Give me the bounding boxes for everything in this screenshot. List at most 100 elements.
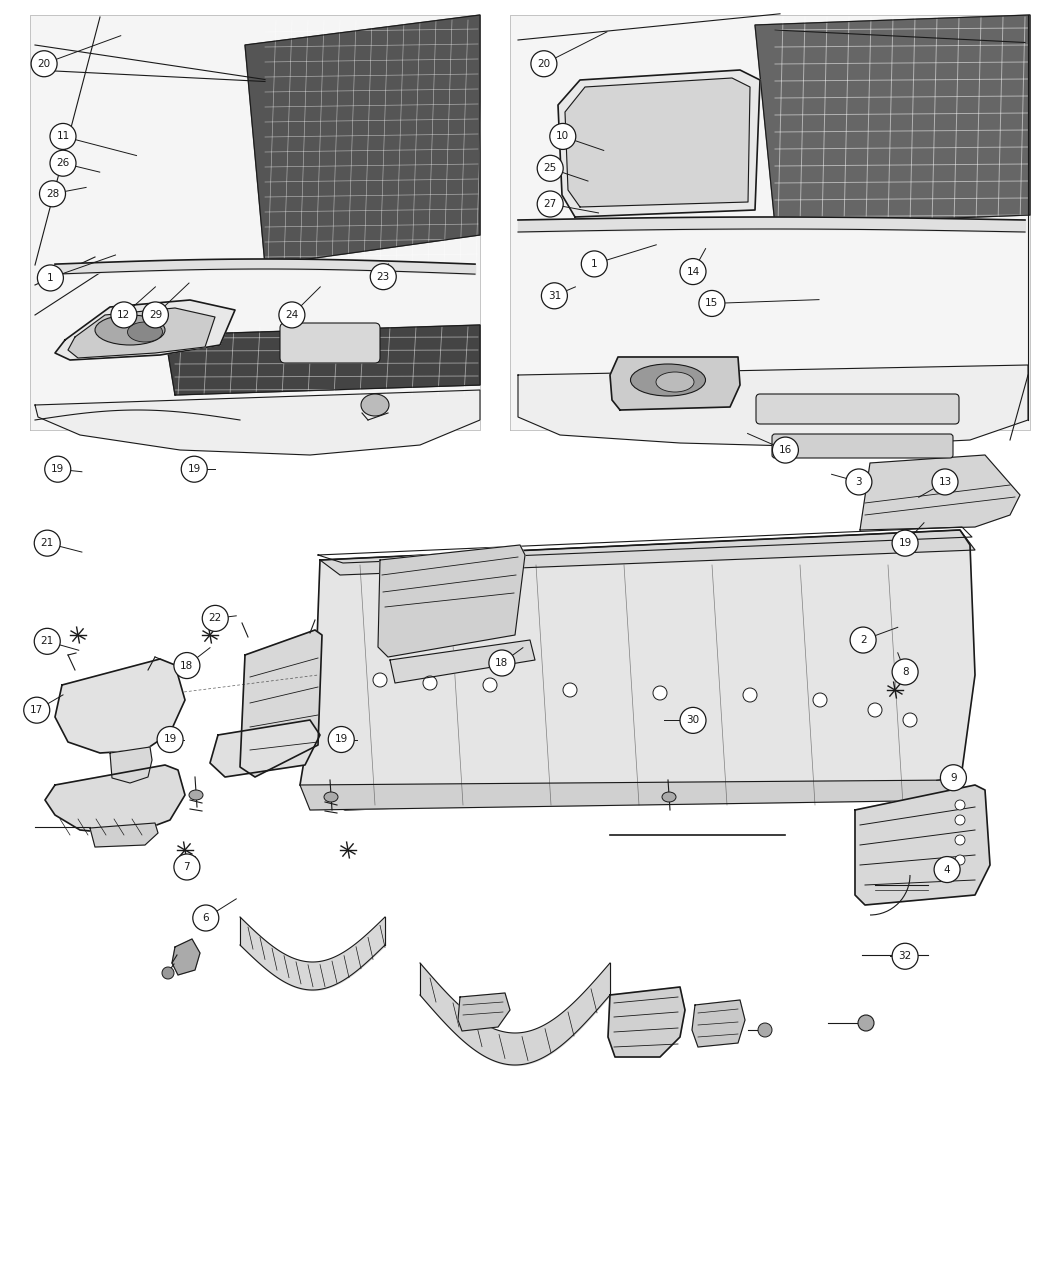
Circle shape [538,156,563,181]
Text: 13: 13 [939,477,951,487]
Circle shape [531,51,556,76]
Polygon shape [755,15,1030,224]
Circle shape [174,653,200,678]
Polygon shape [35,390,480,455]
Polygon shape [210,720,320,776]
Text: 32: 32 [899,951,911,961]
Circle shape [680,259,706,284]
Circle shape [174,854,200,880]
Polygon shape [855,785,990,905]
Text: 31: 31 [548,291,561,301]
Circle shape [542,283,567,309]
Ellipse shape [656,372,694,391]
Polygon shape [68,309,215,358]
Text: 15: 15 [706,298,718,309]
Text: 14: 14 [687,266,699,277]
Text: 19: 19 [51,464,64,474]
Circle shape [653,686,667,700]
Text: 10: 10 [556,131,569,142]
Circle shape [956,799,965,810]
Circle shape [932,469,958,495]
Circle shape [279,302,304,328]
Text: 6: 6 [203,913,209,923]
Text: 1: 1 [591,259,597,269]
Circle shape [956,856,965,864]
Ellipse shape [189,790,203,799]
Polygon shape [860,455,1020,530]
Circle shape [40,181,65,207]
FancyBboxPatch shape [30,15,480,430]
FancyBboxPatch shape [756,394,959,425]
Text: 21: 21 [41,538,54,548]
Polygon shape [458,993,510,1031]
Circle shape [35,530,60,556]
Text: 17: 17 [30,705,43,715]
Text: 2: 2 [860,635,866,645]
Text: 1: 1 [47,273,54,283]
Text: 20: 20 [38,59,50,69]
Polygon shape [245,15,480,265]
Ellipse shape [127,323,163,342]
Circle shape [813,694,827,708]
Text: 25: 25 [544,163,556,173]
Text: 18: 18 [496,658,508,668]
Polygon shape [390,640,536,683]
Circle shape [903,713,917,727]
Circle shape [868,703,882,717]
Polygon shape [565,78,750,207]
Ellipse shape [361,394,388,416]
Circle shape [483,678,497,692]
Circle shape [489,650,514,676]
Circle shape [193,905,218,931]
Polygon shape [45,765,185,835]
Polygon shape [378,544,525,657]
Text: 26: 26 [57,158,69,168]
Text: 24: 24 [286,310,298,320]
Ellipse shape [94,315,165,346]
Circle shape [38,265,63,291]
Polygon shape [165,325,480,395]
Text: 30: 30 [687,715,699,725]
Polygon shape [608,987,685,1057]
Circle shape [858,1015,874,1031]
Text: 9: 9 [950,773,957,783]
Circle shape [203,606,228,631]
Circle shape [50,124,76,149]
Text: 4: 4 [944,864,950,875]
Text: 7: 7 [184,862,190,872]
Text: 8: 8 [902,667,908,677]
Circle shape [111,302,136,328]
Circle shape [371,264,396,289]
Text: 19: 19 [164,734,176,745]
Ellipse shape [662,792,676,802]
Text: 19: 19 [899,538,911,548]
Polygon shape [240,630,322,776]
Polygon shape [90,822,158,847]
Text: 28: 28 [46,189,59,199]
Circle shape [892,944,918,969]
Text: 22: 22 [209,613,222,623]
Circle shape [941,765,966,790]
Text: 18: 18 [181,660,193,671]
Circle shape [773,437,798,463]
Circle shape [934,857,960,882]
Polygon shape [55,300,235,360]
Circle shape [24,697,49,723]
Polygon shape [692,1000,746,1047]
Circle shape [846,469,872,495]
Polygon shape [110,747,152,783]
Polygon shape [558,70,760,217]
Polygon shape [610,357,740,411]
Text: 16: 16 [779,445,792,455]
Circle shape [550,124,575,149]
Polygon shape [55,659,185,754]
Ellipse shape [630,363,706,397]
Polygon shape [320,530,975,575]
Circle shape [538,191,563,217]
Polygon shape [300,530,975,810]
FancyBboxPatch shape [280,323,380,363]
Circle shape [162,966,174,979]
Circle shape [45,456,70,482]
Ellipse shape [324,792,338,802]
Circle shape [956,815,965,825]
